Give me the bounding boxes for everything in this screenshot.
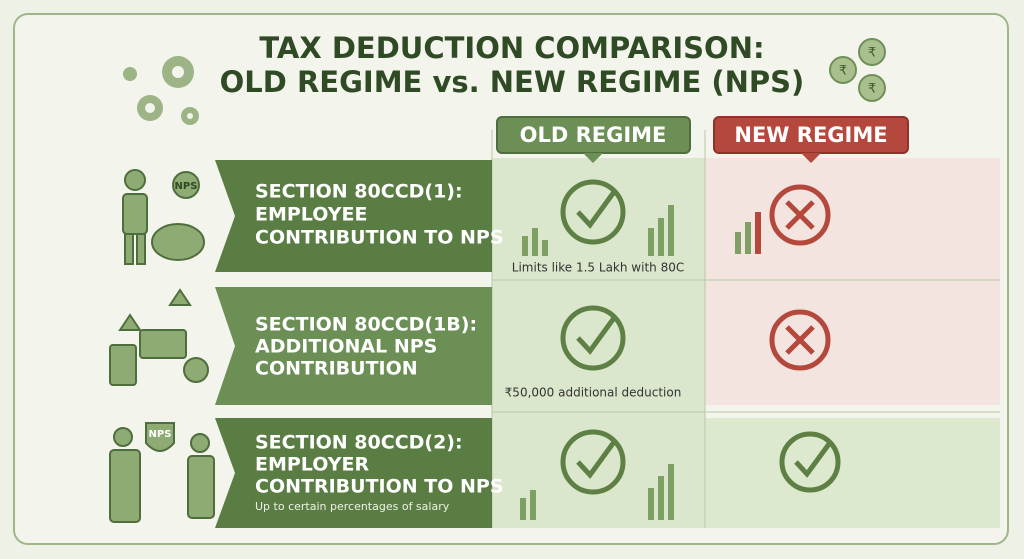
decoration: [705, 158, 1000, 405]
decoration: [109, 344, 137, 386]
decoration: [113, 427, 133, 447]
decoration: [745, 222, 751, 254]
decoration: [215, 418, 492, 528]
row-label: SECTION 80CCD(1):: [255, 181, 463, 203]
title-line: OLD REGIME vs. NEW REGIME (NPS): [220, 65, 805, 99]
decoration: [190, 433, 210, 453]
decoration: [542, 240, 548, 256]
row-label: CONTRIBUTION TO NPS: [255, 227, 504, 249]
decoration: [215, 160, 492, 272]
decoration: [576, 316, 617, 355]
row-sub-note: Up to certain percentages of salary: [255, 500, 450, 513]
decoration: [109, 449, 141, 523]
decoration: [172, 171, 200, 199]
decoration: [151, 223, 205, 261]
decoration: [785, 325, 815, 355]
decoration: [124, 233, 134, 265]
coin-symbol: ₹: [839, 64, 847, 79]
row-label: ADDITIONAL NPS: [255, 336, 437, 358]
decoration: [658, 218, 664, 256]
decoration: [560, 305, 626, 371]
decoration: [769, 184, 831, 246]
decoration: [168, 288, 192, 306]
decoration: [858, 74, 886, 102]
decoration: [520, 498, 526, 520]
decoration: [648, 488, 654, 520]
decoration: [801, 153, 821, 163]
decoration: [829, 38, 886, 102]
row-label: EMPLOYER: [255, 454, 369, 476]
decoration: [520, 205, 751, 520]
decoration: [183, 357, 209, 383]
coin-symbol: ₹: [868, 82, 876, 97]
decoration: [779, 431, 841, 493]
decoration: [187, 455, 215, 519]
decoration: [658, 476, 664, 520]
decoration: [145, 103, 155, 113]
decoration: [109, 169, 215, 523]
decoration: [139, 329, 187, 359]
decoration: [576, 190, 617, 229]
decoration: [118, 313, 142, 331]
decoration: [583, 153, 603, 163]
title-line: TAX DEDUCTION COMPARISON:: [259, 31, 764, 65]
decoration: [122, 193, 148, 235]
icon-label: NPS: [175, 181, 198, 192]
old-note: Limits like 1.5 Lakh with 80C: [512, 261, 684, 275]
decoration: [858, 38, 886, 66]
decoration: [829, 56, 857, 84]
decoration: [124, 169, 146, 191]
row-label: CONTRIBUTION TO NPS: [255, 476, 504, 498]
decoration: [522, 236, 528, 256]
decoration: [532, 228, 538, 256]
decoration: [187, 113, 193, 119]
decoration: [172, 66, 184, 78]
decoration: [705, 418, 1000, 528]
decoration: [785, 200, 815, 230]
icon-label: NPS: [149, 429, 172, 440]
row-label: SECTION 80CCD(2):: [255, 432, 463, 454]
decoration: [215, 287, 492, 405]
decoration: [136, 233, 146, 265]
decoration: [769, 309, 831, 371]
decoration: [794, 442, 832, 478]
decoration: [648, 228, 654, 256]
row-label: SECTION 80CCD(1B):: [255, 314, 477, 336]
decoration: [560, 179, 626, 245]
old-note: ₹50,000 additional deduction: [505, 386, 682, 400]
decoration: [530, 490, 536, 520]
decoration: [755, 212, 761, 254]
decoration: [145, 66, 193, 119]
decoration: [668, 464, 674, 520]
decoration: [145, 422, 175, 452]
row-label: EMPLOYEE: [255, 204, 367, 226]
new-regime-header: NEW REGIME: [734, 123, 887, 147]
decoration: [735, 232, 741, 254]
coin-symbol: ₹: [868, 46, 876, 61]
decoration: [560, 429, 626, 495]
decoration: [576, 440, 617, 479]
old-regime-header: OLD REGIME: [520, 123, 667, 147]
decoration: [123, 67, 137, 81]
decoration: [668, 205, 674, 256]
row-label: CONTRIBUTION: [255, 358, 418, 380]
